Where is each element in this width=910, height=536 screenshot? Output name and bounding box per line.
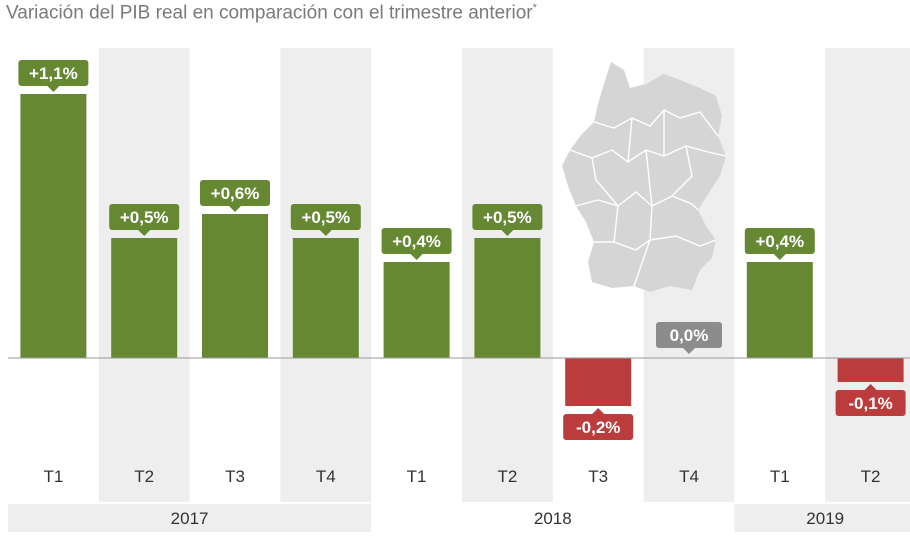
x-tick-label: T3: [588, 467, 608, 486]
data-label: -0,1%: [835, 384, 906, 416]
bar: [202, 214, 268, 358]
chart-title-text: Variación del PIB real en comparación co…: [6, 2, 533, 24]
year-band: [8, 504, 372, 532]
data-label-text: +1,1%: [29, 64, 78, 83]
data-label: +0,4%: [744, 228, 815, 260]
data-label-text: +0,4%: [755, 232, 804, 251]
x-tick-label: T3: [225, 467, 245, 486]
data-label: +0,5%: [109, 204, 180, 236]
x-tick-label: T2: [497, 467, 517, 486]
data-label: +0,5%: [290, 204, 361, 236]
data-label-text: +0,5%: [301, 208, 350, 227]
year-label: 2019: [806, 509, 844, 528]
x-tick-label: T1: [43, 467, 63, 486]
data-label-text: +0,5%: [120, 208, 169, 227]
data-label-text: +0,5%: [483, 208, 532, 227]
data-label: +0,5%: [472, 204, 543, 236]
data-label: 0,0%: [656, 322, 722, 354]
data-label: -0,2%: [563, 408, 634, 440]
bar-series: [20, 94, 904, 406]
bar: [565, 358, 632, 406]
bar: [111, 238, 178, 358]
data-label-text: 0,0%: [670, 326, 709, 345]
bar: [474, 238, 541, 358]
bar: [837, 358, 904, 382]
year-label: 2018: [534, 509, 572, 528]
title-footnote-mark: *: [532, 2, 537, 14]
data-labels: +1,1% +0,5% +0,6% +0,5% +0,4% +0,5% -0,2% 0,0% +…: [18, 60, 906, 440]
year-band: [734, 504, 910, 532]
column-band: [825, 48, 910, 502]
x-tick-label: T2: [134, 467, 154, 486]
x-tick-label: T1: [407, 467, 427, 486]
x-tick-label: T4: [679, 467, 699, 486]
year-label: 2017: [171, 509, 209, 528]
data-label-text: -0,2%: [576, 418, 620, 437]
x-tick-label: T4: [316, 467, 336, 486]
chart-title: Variación del PIB real en comparación co…: [6, 2, 537, 24]
x-tick-label: T1: [770, 467, 790, 486]
year-axis: 2017 2018 2019: [8, 504, 910, 532]
data-label-text: +0,6%: [211, 184, 260, 203]
germany-map-icon: [562, 62, 727, 292]
bar: [292, 238, 359, 358]
x-axis-ticks: T1 T2 T3 T4 T1 T2 T3 T4 T1 T2: [43, 467, 880, 486]
data-label: +1,1%: [18, 60, 89, 92]
x-tick-label: T2: [861, 467, 881, 486]
bar: [746, 262, 813, 358]
data-label-text: -0,1%: [848, 394, 892, 413]
bar: [383, 262, 450, 358]
data-label-text: +0,4%: [392, 232, 441, 251]
bar: [20, 94, 87, 358]
data-label: +0,4%: [381, 228, 452, 260]
data-label: +0,6%: [200, 180, 270, 212]
